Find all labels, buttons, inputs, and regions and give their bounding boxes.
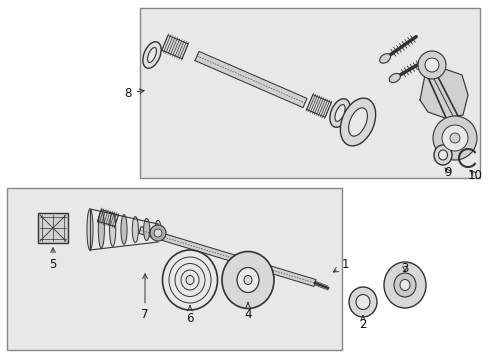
Text: 1: 1 — [333, 258, 348, 272]
Ellipse shape — [433, 145, 451, 165]
Text: 10: 10 — [467, 168, 482, 181]
Polygon shape — [306, 95, 331, 117]
Ellipse shape — [438, 150, 447, 160]
Circle shape — [424, 58, 438, 72]
Text: 5: 5 — [49, 248, 57, 271]
Ellipse shape — [142, 42, 161, 68]
Ellipse shape — [222, 252, 273, 309]
Ellipse shape — [340, 98, 375, 146]
Bar — [38, 213, 68, 243]
Polygon shape — [162, 35, 188, 59]
Ellipse shape — [348, 287, 376, 317]
Ellipse shape — [348, 108, 366, 136]
Ellipse shape — [334, 104, 345, 121]
Ellipse shape — [147, 48, 156, 63]
Ellipse shape — [393, 273, 415, 297]
Polygon shape — [98, 210, 118, 226]
Polygon shape — [139, 227, 315, 286]
Ellipse shape — [237, 267, 259, 292]
Ellipse shape — [388, 73, 400, 82]
Ellipse shape — [98, 211, 104, 248]
Circle shape — [417, 51, 445, 79]
Ellipse shape — [355, 294, 369, 310]
Ellipse shape — [132, 216, 138, 243]
Text: 7: 7 — [141, 274, 148, 321]
Ellipse shape — [143, 219, 149, 240]
Text: 6: 6 — [186, 306, 193, 324]
Text: 2: 2 — [359, 316, 366, 332]
Ellipse shape — [87, 209, 93, 250]
Ellipse shape — [399, 279, 409, 291]
Text: 8: 8 — [124, 86, 144, 99]
Circle shape — [150, 225, 165, 241]
Ellipse shape — [244, 275, 251, 284]
Ellipse shape — [383, 262, 425, 308]
Ellipse shape — [155, 220, 161, 239]
Bar — [140, 8, 479, 178]
Ellipse shape — [379, 54, 390, 63]
Polygon shape — [419, 68, 467, 118]
Circle shape — [441, 125, 467, 151]
Text: 9: 9 — [443, 166, 451, 179]
Circle shape — [154, 229, 162, 237]
Ellipse shape — [329, 99, 349, 127]
Bar — [7, 188, 341, 350]
Text: 3: 3 — [401, 261, 408, 274]
Circle shape — [432, 116, 476, 160]
Text: 4: 4 — [244, 303, 251, 321]
Ellipse shape — [121, 215, 127, 244]
Polygon shape — [195, 51, 306, 108]
Circle shape — [449, 133, 459, 143]
Ellipse shape — [109, 213, 116, 246]
